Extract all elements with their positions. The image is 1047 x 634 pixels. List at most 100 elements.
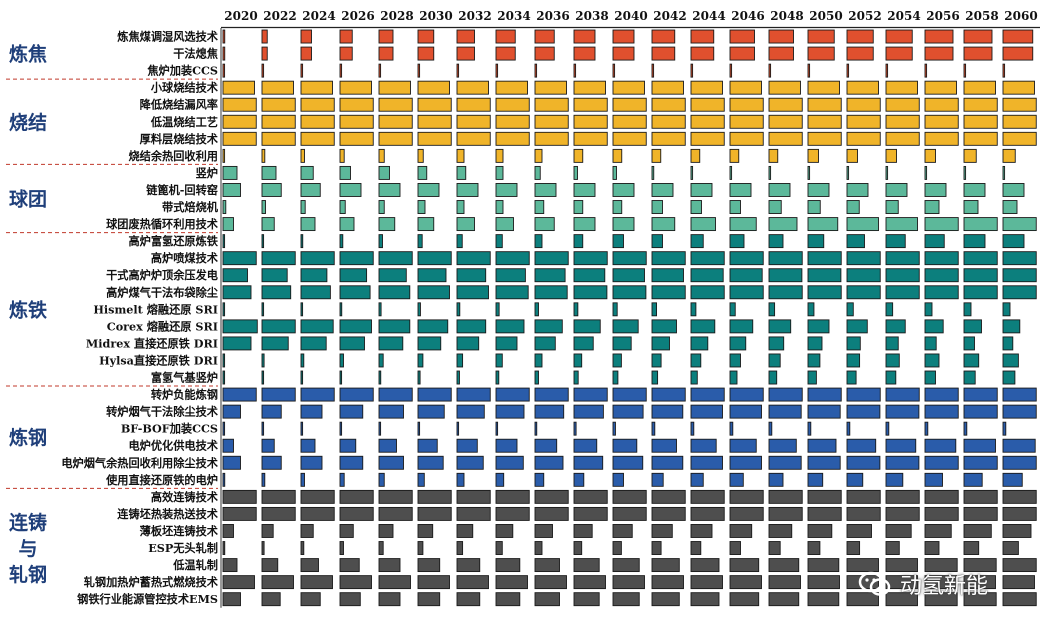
row-label: 降低烧结漏风率	[140, 98, 218, 112]
bar	[651, 506, 686, 521]
bar	[807, 575, 840, 590]
bar	[885, 29, 913, 44]
bar	[456, 97, 491, 112]
bar	[924, 234, 945, 249]
bar	[846, 524, 872, 538]
bar	[690, 506, 725, 521]
bar	[300, 506, 335, 521]
bar	[339, 131, 374, 146]
bar	[885, 302, 894, 317]
grid-layer	[6, 26, 1040, 608]
bar	[807, 148, 819, 163]
bar	[963, 472, 983, 487]
bar	[612, 353, 622, 368]
bar	[729, 404, 762, 419]
bar	[495, 97, 530, 112]
bar	[885, 268, 920, 283]
bar	[690, 46, 715, 61]
row-label: Midrex 直接还原铁 DRI	[86, 336, 218, 350]
bar	[885, 285, 920, 300]
bar	[534, 421, 538, 436]
bar	[495, 387, 530, 402]
row-label: 链篦机-回转窑	[146, 183, 218, 197]
bar	[261, 63, 265, 78]
category-label: 炼焦	[9, 43, 47, 66]
bar	[768, 183, 791, 197]
bar	[495, 524, 514, 538]
bar	[612, 217, 635, 232]
bar	[651, 165, 655, 180]
bar	[846, 489, 881, 504]
bar	[690, 489, 725, 504]
bar	[807, 200, 821, 214]
bar	[300, 404, 323, 419]
bar	[1002, 353, 1019, 368]
bar	[417, 489, 452, 504]
bar	[885, 46, 913, 61]
bar	[495, 29, 516, 44]
bar	[846, 131, 881, 146]
bar	[612, 302, 618, 317]
year-axis: 2020 2022 2024 2026 2028 2030 2032 2034 2036 2038…	[224, 9, 1037, 23]
bar	[339, 268, 368, 283]
bar	[261, 472, 266, 487]
bar	[768, 80, 801, 95]
bar	[1002, 438, 1036, 453]
bar	[807, 489, 842, 504]
bar	[924, 165, 928, 180]
bar	[690, 336, 709, 351]
bar	[300, 183, 321, 197]
bar	[339, 558, 360, 573]
bar	[222, 558, 238, 573]
bar	[534, 165, 541, 180]
bar	[573, 114, 608, 129]
bar	[534, 353, 543, 368]
row-label: 干式高炉炉顶余压发电	[106, 268, 218, 282]
bar	[924, 472, 943, 487]
bar	[963, 404, 998, 419]
bar	[846, 114, 881, 129]
bar	[222, 404, 241, 419]
row-label: Hylsa直接还原铁 DRI	[99, 353, 218, 367]
bar	[768, 370, 778, 385]
bar	[885, 455, 920, 470]
bar	[768, 251, 803, 266]
year-label: 2026	[341, 9, 374, 23]
bar	[651, 353, 662, 368]
bar	[768, 97, 803, 112]
bar	[339, 63, 343, 78]
bar	[690, 63, 694, 78]
bar	[612, 319, 639, 334]
bar	[924, 80, 957, 95]
bar	[768, 302, 776, 317]
bar	[924, 268, 959, 283]
bar	[612, 29, 635, 44]
bar	[924, 114, 959, 129]
bar	[300, 353, 305, 368]
bar	[495, 165, 504, 180]
bar	[729, 183, 752, 197]
bar	[534, 541, 543, 555]
bar	[222, 268, 248, 283]
bar	[534, 251, 569, 266]
bar	[612, 200, 623, 214]
bar	[885, 541, 900, 555]
year-label: 2042	[653, 9, 686, 23]
row-label: 高炉富氢还原炼铁	[128, 234, 218, 248]
bar	[417, 97, 452, 112]
bar	[378, 114, 413, 129]
bar	[690, 592, 720, 607]
bar	[690, 148, 701, 163]
bar	[924, 592, 958, 607]
bar	[573, 29, 596, 44]
bar	[456, 234, 463, 249]
bar	[261, 234, 265, 249]
bar	[222, 524, 234, 538]
bar	[846, 319, 868, 334]
bar	[339, 592, 361, 607]
year-label: 2044	[692, 9, 725, 23]
bar	[417, 183, 440, 197]
bar	[222, 575, 255, 590]
